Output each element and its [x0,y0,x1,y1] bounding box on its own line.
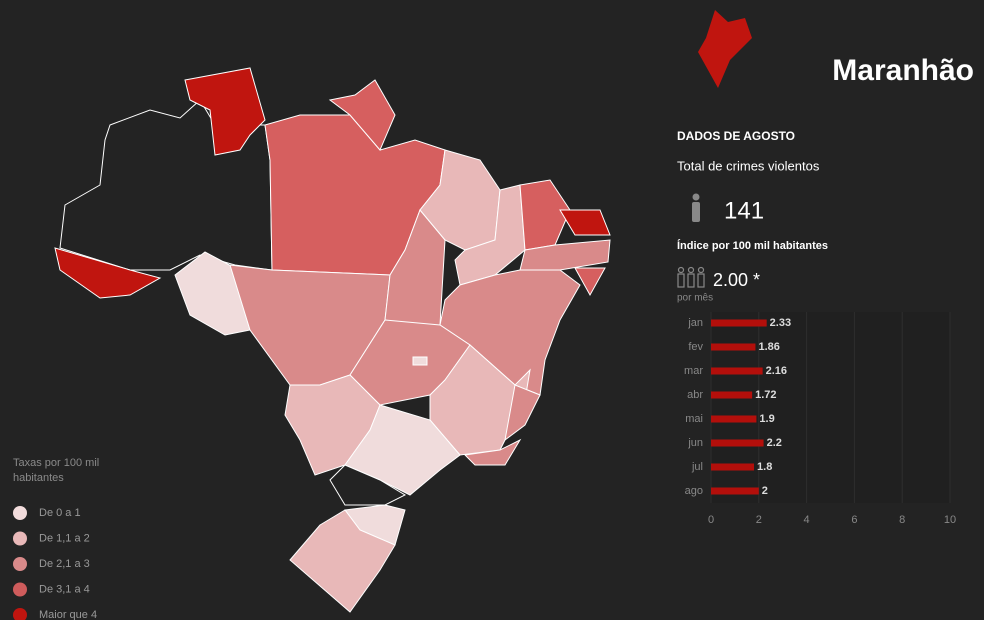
y-tick-label: jan [687,317,703,329]
state [519,179,571,251]
state [289,509,396,613]
x-tick-label: 4 [804,514,810,526]
legend: De 0 a 1 De 1,1 a 2 De 2,1 a 3 De 3,1 a 4 Ma… [13,506,97,620]
people-icon [677,266,705,288]
state [559,209,611,236]
index-label: Índice por 100 mil habitantes [677,239,828,252]
y-tick-label: ago [685,485,703,497]
y-tick-label: abr [687,389,703,401]
legend-title: Taxas por 100 mil habitantes [13,457,100,484]
legend-swatch [13,531,27,546]
section-heading: DADOS DE AGOSTO [677,129,795,143]
legend-swatch [13,506,27,520]
person-icon [692,193,700,222]
legend-swatch [13,608,27,620]
plot-area [711,312,950,503]
bar [711,319,767,327]
bar [711,487,759,495]
legend-label: De 2,1 a 3 [39,558,90,570]
bar [711,463,755,471]
y-tick-label: fev [688,341,703,353]
state [504,384,541,442]
y-tick-label: jun [687,437,703,449]
value-label: 2.16 [766,365,787,377]
x-tick-label: 10 [944,514,956,526]
y-tick-label: mar [684,365,703,377]
bar [711,343,756,351]
legend-label: Maior que 4 [39,609,97,620]
y-tick-label: jul [691,461,703,473]
value-label: 2.2 [767,437,782,449]
value-label: 1.8 [757,461,772,473]
y-tick-label: mai [685,413,703,425]
legend-label: De 1,1 a 2 [39,532,90,544]
bar [711,439,764,447]
state [184,67,266,156]
bar [711,391,753,399]
state-icon [698,10,752,88]
legend-swatch [13,557,27,571]
value-label: 2.33 [770,317,791,329]
value-label: 1.86 [758,341,779,353]
value-label: 1.72 [755,389,776,401]
state [463,438,522,466]
legend-swatch [13,582,27,597]
value-label: 1.9 [759,413,774,425]
state [344,404,461,496]
map [54,67,611,613]
period: por mês [677,293,713,304]
state [328,79,396,151]
bar-chart: 0 2 4 6 8 10 jan 2.33 fev 1.86 mar 2.16 abr 1.72 mai 1.… [684,312,956,526]
x-tick-label: 8 [899,514,905,526]
x-tick-label: 0 [708,514,714,526]
state [412,356,428,366]
bar [711,367,763,375]
legend-label: De 3,1 a 4 [39,583,90,595]
x-tick-label: 6 [851,514,857,526]
x-tick-label: 2 [756,514,762,526]
title: Maranhão [832,54,974,87]
state [574,267,606,297]
state [54,247,162,299]
legend-label: De 0 a 1 [39,507,81,519]
value-label: 2 [762,485,768,497]
total-value: 141 [724,197,764,224]
index-value: 2.00 * [713,270,760,290]
total-label: Total de crimes violentos [677,158,820,173]
bar [711,415,757,423]
